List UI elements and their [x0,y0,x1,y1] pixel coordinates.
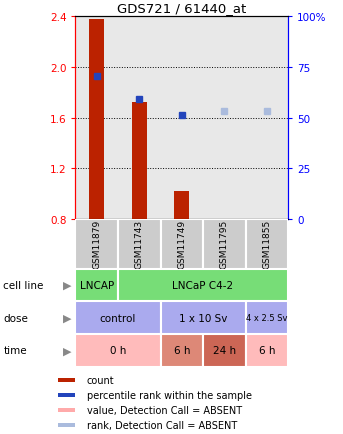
Bar [75,269,118,302]
Bar [75,334,161,367]
Text: 24 h: 24 h [213,345,236,355]
Text: GSM11879: GSM11879 [92,220,101,269]
Text: control: control [100,313,136,323]
Text: 6 h: 6 h [174,345,190,355]
Bar [132,103,147,219]
Bar [75,219,118,269]
Text: ▶: ▶ [63,280,71,290]
Bar [174,191,189,219]
Text: GSM11855: GSM11855 [262,220,271,269]
Text: ▶: ▶ [63,313,71,323]
Bar [161,219,203,269]
Text: LNCaP C4-2: LNCaP C4-2 [173,280,234,290]
Text: 4 x 2.5 Sv: 4 x 2.5 Sv [246,313,287,322]
Bar [118,269,288,302]
Text: ▶: ▶ [63,345,71,355]
Text: 1 x 10 Sv: 1 x 10 Sv [179,313,227,323]
Text: GSM11743: GSM11743 [135,220,144,269]
Text: GSM11795: GSM11795 [220,220,229,269]
Bar [246,219,288,269]
Bar [58,423,75,427]
Bar [246,334,288,367]
Title: GDS721 / 61440_at: GDS721 / 61440_at [117,2,246,15]
Bar [203,219,246,269]
Bar [118,219,161,269]
Text: LNCAP: LNCAP [80,280,114,290]
Text: rank, Detection Call = ABSENT: rank, Detection Call = ABSENT [87,420,237,430]
Text: percentile rank within the sample: percentile rank within the sample [87,390,252,400]
Text: dose: dose [3,313,28,323]
Text: cell line: cell line [3,280,44,290]
Text: count: count [87,375,115,385]
Bar [203,334,246,367]
Bar [246,302,288,334]
Bar [161,302,246,334]
Text: 0 h: 0 h [110,345,126,355]
Bar [161,334,203,367]
Bar [58,393,75,397]
Text: 6 h: 6 h [259,345,275,355]
Bar [89,20,104,219]
Bar [58,378,75,382]
Bar [58,408,75,412]
Text: time: time [3,345,27,355]
Text: GSM11749: GSM11749 [177,220,186,269]
Text: value, Detection Call = ABSENT: value, Detection Call = ABSENT [87,405,242,415]
Bar [75,302,161,334]
